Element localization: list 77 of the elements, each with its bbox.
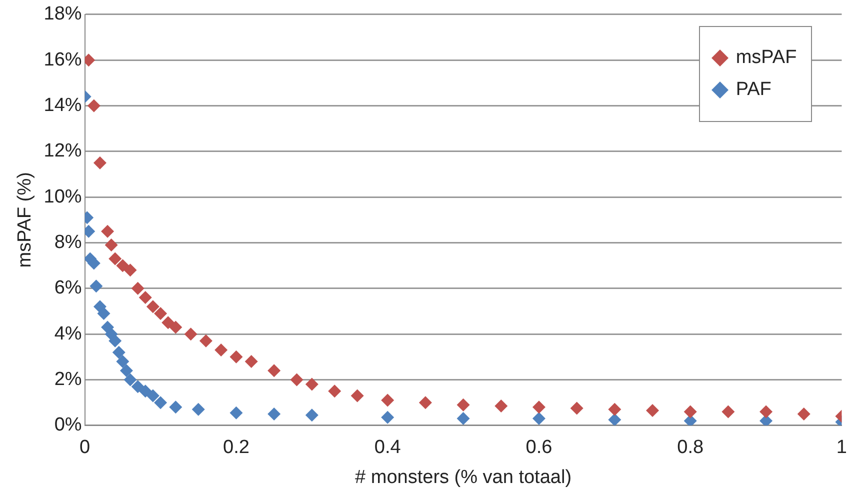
- point: [684, 405, 697, 418]
- point: [230, 406, 243, 420]
- point: [101, 224, 114, 238]
- x-axis-title: # monsters (% van totaal): [355, 466, 572, 488]
- point: [162, 316, 175, 330]
- point: [116, 259, 130, 272]
- point: [532, 400, 546, 414]
- y-tick-label: 18%: [44, 4, 82, 25]
- point: [146, 389, 160, 402]
- point: [350, 389, 364, 402]
- y-tick-label: 6%: [54, 278, 82, 299]
- point: [214, 344, 228, 357]
- point: [108, 252, 122, 266]
- point: [230, 350, 243, 364]
- point: [169, 320, 182, 334]
- y-tick-label: 4%: [54, 323, 82, 344]
- point: [268, 364, 281, 378]
- point: [494, 399, 508, 412]
- point: [532, 412, 546, 426]
- legend-label: msPAF: [736, 47, 797, 70]
- point: [268, 407, 281, 420]
- point: [124, 373, 137, 386]
- y-tick-label: 16%: [44, 49, 82, 70]
- point: [116, 354, 130, 368]
- point: [305, 378, 318, 391]
- point: [244, 354, 258, 368]
- y-tick-label: 0%: [54, 414, 82, 436]
- point: [381, 394, 394, 407]
- point: [608, 402, 622, 416]
- point: [146, 300, 160, 314]
- point: [184, 328, 198, 341]
- x-tick-label: 0.6: [526, 437, 552, 458]
- point: [112, 346, 126, 359]
- point: [305, 408, 318, 422]
- y-axis-title: msPAF (%): [14, 172, 36, 268]
- x-tick-label: 0.4: [374, 437, 402, 458]
- point: [456, 412, 470, 426]
- point: [192, 402, 205, 416]
- point: [87, 99, 100, 112]
- point: [108, 334, 122, 348]
- point: [646, 404, 659, 418]
- point: [154, 307, 168, 320]
- point: [97, 307, 110, 320]
- point: [131, 282, 144, 295]
- y-tick-label: 10%: [44, 186, 82, 208]
- x-tick-label: 0: [80, 437, 90, 458]
- point: [104, 238, 118, 252]
- point: [328, 384, 342, 398]
- point: [570, 402, 584, 415]
- y-tick-label: 14%: [44, 94, 82, 116]
- point: [199, 334, 212, 348]
- point: [124, 264, 137, 277]
- point: [90, 280, 103, 293]
- point: [381, 410, 394, 424]
- point: [138, 384, 152, 398]
- point: [120, 364, 133, 378]
- x-tick-label: 1: [836, 437, 848, 458]
- y-tick-label: 12%: [44, 140, 82, 162]
- point: [608, 413, 622, 426]
- point: [131, 380, 144, 394]
- y-tick-label: 8%: [54, 232, 82, 253]
- point: [760, 414, 773, 426]
- point: [684, 414, 697, 426]
- point: [154, 396, 168, 410]
- point: [138, 291, 152, 304]
- y-tick-label: 2%: [54, 368, 82, 390]
- x-tick-label: 0.2: [222, 437, 250, 458]
- point: [797, 407, 810, 420]
- point: [760, 405, 773, 418]
- point: [93, 156, 106, 170]
- x-tick-label: 0.8: [677, 437, 704, 458]
- legend-label: PAF: [736, 79, 772, 102]
- point: [290, 373, 304, 386]
- point: [169, 400, 182, 414]
- point: [456, 398, 470, 412]
- point: [418, 396, 432, 410]
- point: [722, 405, 735, 418]
